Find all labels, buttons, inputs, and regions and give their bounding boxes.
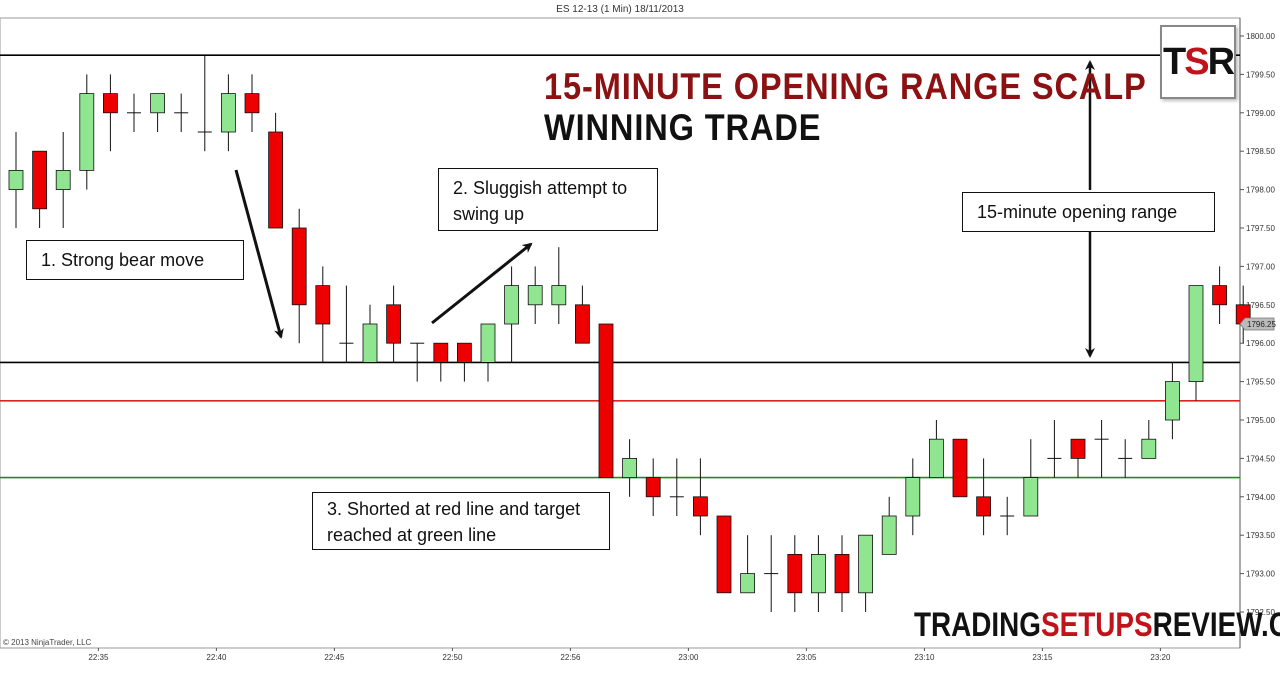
candle-bear: [598, 323, 614, 479]
candle-bull: [929, 438, 944, 479]
y-tick-label: 1797.00: [1246, 262, 1275, 271]
callout-1-text: 1. Strong bear move: [41, 250, 205, 270]
candle-bear: [976, 496, 991, 517]
candle-bull: [881, 515, 897, 555]
y-tick-label: 1799.00: [1246, 109, 1275, 118]
callout-strong-bear-move: 1. Strong bear move: [26, 240, 244, 280]
logo-letter-t: T: [1162, 41, 1186, 83]
x-tick-label: 22:35: [88, 653, 109, 662]
candle-bear: [32, 150, 47, 210]
candle-bear: [268, 131, 284, 229]
y-tick-label: 1794.50: [1246, 454, 1275, 463]
candle-bear: [1212, 285, 1227, 306]
candle-bull: [1165, 381, 1180, 421]
x-tick-label: 22:50: [442, 653, 463, 662]
candle-bull: [220, 93, 236, 133]
x-tick-label: 23:20: [1150, 653, 1171, 662]
candle-bull: [551, 285, 567, 306]
candle-bull: [1141, 438, 1157, 459]
candle-bear: [787, 554, 803, 594]
swing-up-arrow: [431, 242, 533, 325]
y-tick-label: 1793.00: [1246, 570, 1275, 579]
y-tick-label: 1796.50: [1246, 301, 1275, 310]
callout-opening-range: 15-minute opening range: [962, 192, 1215, 232]
y-tick-label: 1799.50: [1246, 70, 1275, 79]
chart-header: ES 12-13 (1 Min) 18/11/2013: [556, 4, 684, 15]
candle-bear: [103, 93, 118, 114]
candle-bull: [150, 93, 166, 114]
candle-bull: [55, 169, 71, 190]
candle-bull: [622, 457, 637, 478]
y-tick-label: 1792.50: [1246, 608, 1275, 617]
candle-bear: [315, 285, 331, 325]
candle-bull: [811, 554, 826, 594]
candle-bear: [952, 438, 968, 498]
candle-bear: [244, 93, 260, 114]
x-tick-label: 22:45: [324, 653, 345, 662]
candle-bull: [79, 93, 95, 171]
callout-shorted-target: 3. Shorted at red line and target reache…: [312, 492, 610, 550]
candle-bull: [362, 323, 378, 363]
candle-bear: [834, 554, 850, 594]
candle-bull: [1188, 285, 1204, 383]
y-tick-label: 1796.00: [1246, 339, 1275, 348]
x-tick-label: 22:56: [560, 653, 581, 662]
x-tick-label: 23:05: [796, 653, 817, 662]
x-tick-label: 23:10: [914, 653, 935, 662]
logo-letter-s: S: [1184, 41, 1209, 83]
copyright-text: © 2013 NinjaTrader, LLC: [3, 638, 92, 647]
candle-bull: [1023, 477, 1039, 517]
x-tick-label: 23:15: [1032, 653, 1053, 662]
candle-bear: [716, 515, 732, 594]
last-price-marker: [1239, 317, 1275, 331]
y-tick-label: 1795.00: [1246, 416, 1275, 425]
candle-bear: [693, 496, 708, 517]
candle-bear: [456, 342, 472, 363]
y-tick-label: 1793.50: [1246, 531, 1275, 540]
brand-watermark: TRADINGSETUPSREVIEW.COM: [914, 606, 1280, 645]
candle-bull: [504, 285, 520, 325]
y-tick-label: 1798.50: [1246, 147, 1275, 156]
candle-bull: [8, 169, 24, 190]
bear-move-arrow: [234, 169, 284, 339]
candle-bear: [386, 304, 402, 344]
headline-subtitle: WINNING TRADE: [544, 107, 822, 148]
candle-bull: [858, 534, 873, 594]
candle-bear: [645, 477, 661, 498]
y-tick-label: 1795.50: [1246, 378, 1275, 387]
last-price-label: 1796.25: [1247, 320, 1276, 329]
tsr-logo: TSR: [1160, 25, 1236, 99]
headline-title: 15-MINUTE OPENING RANGE SCALP: [544, 66, 1147, 107]
y-tick-label: 1797.50: [1246, 224, 1275, 233]
brand-part-setups: SETUPS: [1041, 606, 1153, 644]
brand-part-review: REVIEW.COM: [1152, 606, 1280, 644]
candle-bear: [291, 227, 307, 306]
brand-part-trading: TRADING: [914, 606, 1042, 644]
candle-bull: [527, 285, 543, 306]
candle-bull: [905, 477, 921, 517]
callout-3-text: 3. Shorted at red line and target reache…: [327, 499, 581, 545]
candle-bull: [740, 573, 755, 594]
callout-4-text: 15-minute opening range: [977, 202, 1178, 222]
candle-bear: [433, 342, 449, 363]
callout-sluggish-swing: 2. Sluggish attempt to swing up: [438, 168, 658, 231]
plot-area: [0, 17, 1241, 649]
logo-letter-r: R: [1207, 41, 1235, 83]
y-tick-label: 1798.00: [1246, 186, 1275, 195]
x-tick-label: 23:00: [678, 653, 699, 662]
candle-bear: [1070, 438, 1086, 459]
y-tick-label: 1794.00: [1246, 493, 1275, 502]
candle-bull: [480, 323, 496, 363]
candle-bear: [575, 304, 590, 344]
callout-2-text: 2. Sluggish attempt to swing up: [453, 178, 628, 224]
x-tick-label: 22:40: [206, 653, 227, 662]
y-tick-label: 1800.00: [1246, 32, 1275, 41]
